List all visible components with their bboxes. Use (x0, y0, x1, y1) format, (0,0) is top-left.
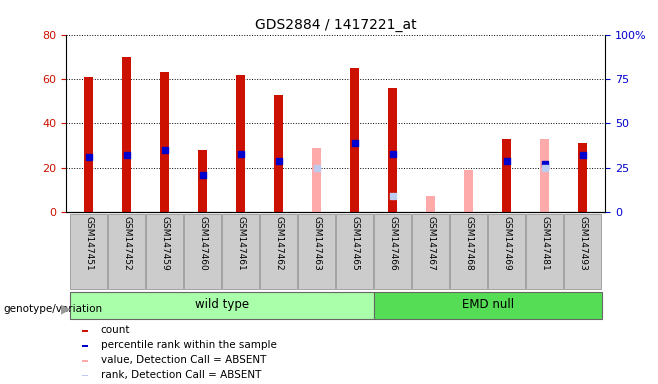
FancyBboxPatch shape (488, 214, 525, 289)
Text: GSM147468: GSM147468 (464, 216, 473, 271)
FancyBboxPatch shape (222, 214, 259, 289)
Text: value, Detection Call = ABSENT: value, Detection Call = ABSENT (101, 355, 266, 365)
Bar (388, 88, 397, 212)
FancyBboxPatch shape (413, 214, 449, 289)
FancyBboxPatch shape (70, 214, 107, 289)
Bar (82, 375, 88, 377)
FancyBboxPatch shape (109, 214, 145, 289)
Bar (160, 72, 169, 212)
Text: rank, Detection Call = ABSENT: rank, Detection Call = ABSENT (101, 370, 261, 380)
Text: ▶: ▶ (61, 303, 71, 316)
Bar (502, 139, 511, 212)
Text: GSM147460: GSM147460 (198, 216, 207, 271)
FancyBboxPatch shape (526, 214, 563, 289)
Bar (350, 68, 359, 212)
Text: GSM147462: GSM147462 (274, 216, 283, 271)
Text: genotype/variation: genotype/variation (3, 304, 103, 314)
Bar (274, 94, 284, 212)
Text: GSM147452: GSM147452 (122, 216, 131, 271)
Text: GSM147469: GSM147469 (502, 216, 511, 271)
Text: percentile rank within the sample: percentile rank within the sample (101, 339, 277, 350)
Bar (82, 345, 88, 347)
Text: GSM147459: GSM147459 (160, 216, 169, 271)
Title: GDS2884 / 1417221_at: GDS2884 / 1417221_at (255, 18, 417, 32)
Bar (82, 330, 88, 332)
Text: count: count (101, 324, 130, 334)
Text: GSM147467: GSM147467 (426, 216, 435, 271)
Bar (70, 292, 374, 319)
Bar (426, 196, 436, 212)
FancyBboxPatch shape (336, 214, 373, 289)
Bar (198, 150, 207, 212)
Bar (236, 74, 245, 212)
FancyBboxPatch shape (146, 214, 183, 289)
Text: GSM147481: GSM147481 (540, 216, 549, 271)
Bar (122, 57, 132, 212)
FancyBboxPatch shape (565, 214, 601, 289)
Bar (540, 139, 549, 212)
Text: wild type: wild type (195, 298, 249, 311)
Text: GSM147461: GSM147461 (236, 216, 245, 271)
FancyBboxPatch shape (261, 214, 297, 289)
Bar (374, 292, 601, 319)
FancyBboxPatch shape (184, 214, 221, 289)
Text: GSM147463: GSM147463 (312, 216, 321, 271)
FancyBboxPatch shape (374, 214, 411, 289)
Text: GSM147493: GSM147493 (578, 216, 587, 271)
FancyBboxPatch shape (450, 214, 487, 289)
FancyBboxPatch shape (298, 214, 335, 289)
Text: GSM147451: GSM147451 (84, 216, 93, 271)
Bar (312, 148, 321, 212)
Bar (464, 170, 473, 212)
Bar (578, 144, 588, 212)
Text: EMD null: EMD null (461, 298, 514, 311)
Text: GSM147465: GSM147465 (350, 216, 359, 271)
Text: GSM147466: GSM147466 (388, 216, 397, 271)
Bar (82, 360, 88, 362)
Bar (84, 77, 93, 212)
